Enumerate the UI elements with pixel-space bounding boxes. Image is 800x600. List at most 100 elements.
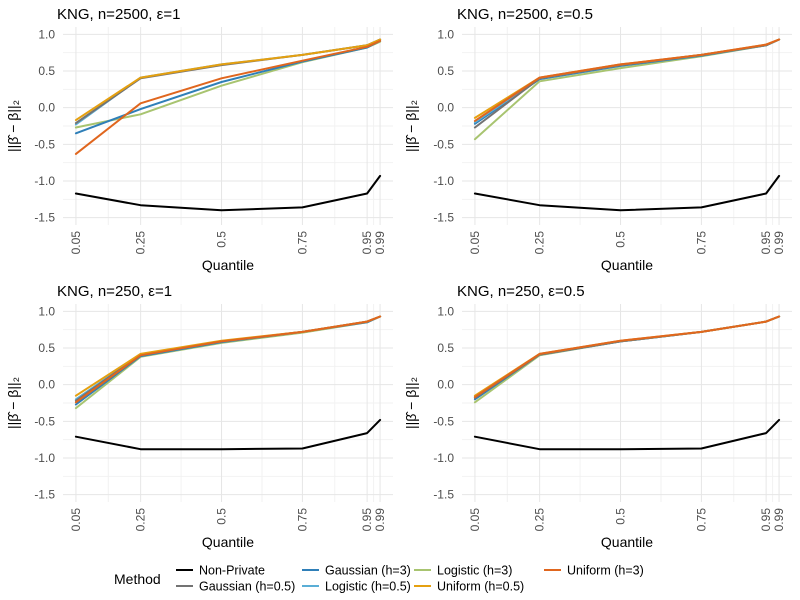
series-group — [74, 38, 382, 212]
x-axis-title: Quantile — [601, 257, 653, 273]
x-tick-label: 0.95 — [360, 508, 374, 532]
legend-label: Non-Private — [199, 564, 265, 578]
y-tick-label: 0.0 — [38, 378, 55, 392]
x-tick-label: 0.75 — [694, 508, 708, 532]
x-tick-label: 0.95 — [759, 508, 773, 532]
y-axis-title: ||β̂ − β||₂ — [403, 100, 419, 152]
legend-label: Uniform (h=3) — [567, 564, 644, 578]
x-tick-label: 0.75 — [295, 231, 309, 255]
panels: KNG, n=2500, ε=1 -1.5 -1.0 -0.5 0.0 0.5 1.0 0.0… — [5, 6, 792, 550]
x-tick-label: 0.25 — [533, 508, 547, 532]
y-tick-label: 0.0 — [437, 378, 454, 392]
x-tick-label: 0.75 — [694, 231, 708, 255]
x-tick-label: 0.05 — [468, 231, 482, 255]
y-tick-label: 0.5 — [437, 341, 454, 355]
y-tick-label: -1.5 — [34, 211, 55, 225]
legend-items: Non-Private Gaussian (h=0.5) Gaussian (h=3… — [176, 564, 644, 594]
y-tick-label: -0.5 — [433, 137, 454, 151]
panel-title: KNG, n=2500, ε=0.5 — [457, 6, 593, 23]
series-group — [473, 38, 781, 212]
x-tick-label: 0.05 — [69, 508, 83, 532]
y-tick-label: -1.5 — [433, 211, 454, 225]
legend-label: Gaussian (h=3) — [325, 564, 411, 578]
y-tick-label: -1.5 — [433, 488, 454, 502]
grid — [63, 27, 393, 225]
grid — [462, 27, 792, 225]
legend: Method Non-Private Gaussian (h=0.5) Gaussi… — [114, 564, 644, 594]
x-axis-title: Quantile — [202, 534, 254, 550]
series-line-non-private — [74, 418, 382, 451]
y-tick-label: -1.0 — [433, 451, 454, 465]
legend-item-logistic-h-0-5: Logistic (h=0.5) — [302, 580, 411, 594]
x-tick-label: 0.99 — [772, 231, 786, 255]
x-tick-label: 0.25 — [134, 231, 148, 255]
legend-item-uniform-h-0-5: Uniform (h=0.5) — [414, 580, 524, 594]
x-tick-label: 0.95 — [759, 231, 773, 255]
series-line-uniform-h-3 — [473, 38, 781, 122]
series-line-uniform-h-3 — [74, 315, 382, 404]
y-tick-label: -1.0 — [34, 174, 55, 188]
legend-item-uniform-h-3: Uniform (h=3) — [544, 564, 644, 578]
series-line-non-private — [473, 174, 781, 212]
legend-label: Logistic (h=0.5) — [325, 580, 411, 594]
panel-title: KNG, n=250, ε=0.5 — [457, 283, 585, 300]
x-tick-label: 0.5 — [215, 508, 229, 525]
legend-label: Uniform (h=0.5) — [437, 580, 524, 594]
x-tick-label: 0.5 — [614, 508, 628, 525]
y-axis-title: ||β̂ − β||₂ — [5, 377, 21, 429]
series-line-uniform-h-3 — [74, 39, 382, 155]
y-tick-label: 1.0 — [38, 304, 55, 318]
grid — [462, 304, 792, 502]
x-tick-label: 0.95 — [360, 231, 374, 255]
y-tick-label: 0.5 — [437, 64, 454, 78]
y-tick-label: 1.0 — [437, 304, 454, 318]
x-axis-title: Quantile — [601, 534, 653, 550]
grid — [63, 304, 393, 502]
y-tick-label: -1.5 — [34, 488, 55, 502]
series-group — [74, 315, 382, 451]
y-tick-label: -1.0 — [433, 174, 454, 188]
legend-label: Logistic (h=3) — [437, 564, 512, 578]
panel-1: KNG, n=2500, ε=1 -1.5 -1.0 -0.5 0.0 0.5 1.0 0.0… — [5, 6, 393, 273]
x-axis-title: Quantile — [202, 257, 254, 273]
x-tick-label: 0.05 — [69, 231, 83, 255]
panel-2: KNG, n=2500, ε=0.5 -1.5 -1.0 -0.5 0.0 0.5 1.0 0… — [403, 6, 792, 273]
x-tick-label: 0.25 — [134, 508, 148, 532]
legend-item-non-private: Non-Private — [176, 564, 265, 578]
series-group — [473, 315, 781, 451]
y-tick-label: 0.5 — [38, 341, 55, 355]
legend-item-gaussian-h-3: Gaussian (h=3) — [302, 564, 411, 578]
series-line-non-private — [74, 174, 382, 212]
y-tick-label: -0.5 — [433, 414, 454, 428]
y-tick-label: -0.5 — [34, 414, 55, 428]
y-tick-label: 0.0 — [437, 101, 454, 115]
legend-title: Method — [114, 571, 161, 587]
x-tick-label: 0.99 — [772, 508, 786, 532]
x-tick-label: 0.99 — [373, 508, 387, 532]
series-line-non-private — [473, 418, 781, 451]
x-tick-label: 0.25 — [533, 231, 547, 255]
panel-title: KNG, n=250, ε=1 — [57, 283, 172, 300]
y-axis-title: ||β̂ − β||₂ — [5, 100, 21, 152]
legend-label: Gaussian (h=0.5) — [199, 580, 295, 594]
x-tick-label: 0.5 — [614, 231, 628, 248]
y-tick-label: -0.5 — [34, 137, 55, 151]
y-tick-label: 0.0 — [38, 101, 55, 115]
x-tick-label: 0.5 — [215, 231, 229, 248]
y-tick-label: 0.5 — [38, 64, 55, 78]
y-tick-label: -1.0 — [34, 451, 55, 465]
x-tick-label: 0.05 — [468, 508, 482, 532]
legend-item-logistic-h-3: Logistic (h=3) — [414, 564, 512, 578]
panel-title: KNG, n=2500, ε=1 — [57, 6, 180, 23]
x-tick-label: 0.75 — [295, 508, 309, 532]
y-axis-title: ||β̂ − β||₂ — [403, 377, 419, 429]
series-line-uniform-h-0-5 — [74, 38, 382, 122]
panel-4: KNG, n=250, ε=0.5 -1.5 -1.0 -0.5 0.0 0.5 1.0 0.… — [403, 283, 792, 550]
y-tick-label: 1.0 — [38, 27, 55, 41]
series-line-uniform-h-3 — [473, 315, 781, 399]
panel-3: KNG, n=250, ε=1 -1.5 -1.0 -0.5 0.0 0.5 1.0 0.05… — [5, 283, 393, 550]
legend-item-gaussian-h-0-5: Gaussian (h=0.5) — [176, 580, 295, 594]
x-tick-label: 0.99 — [373, 231, 387, 255]
y-tick-label: 1.0 — [437, 27, 454, 41]
